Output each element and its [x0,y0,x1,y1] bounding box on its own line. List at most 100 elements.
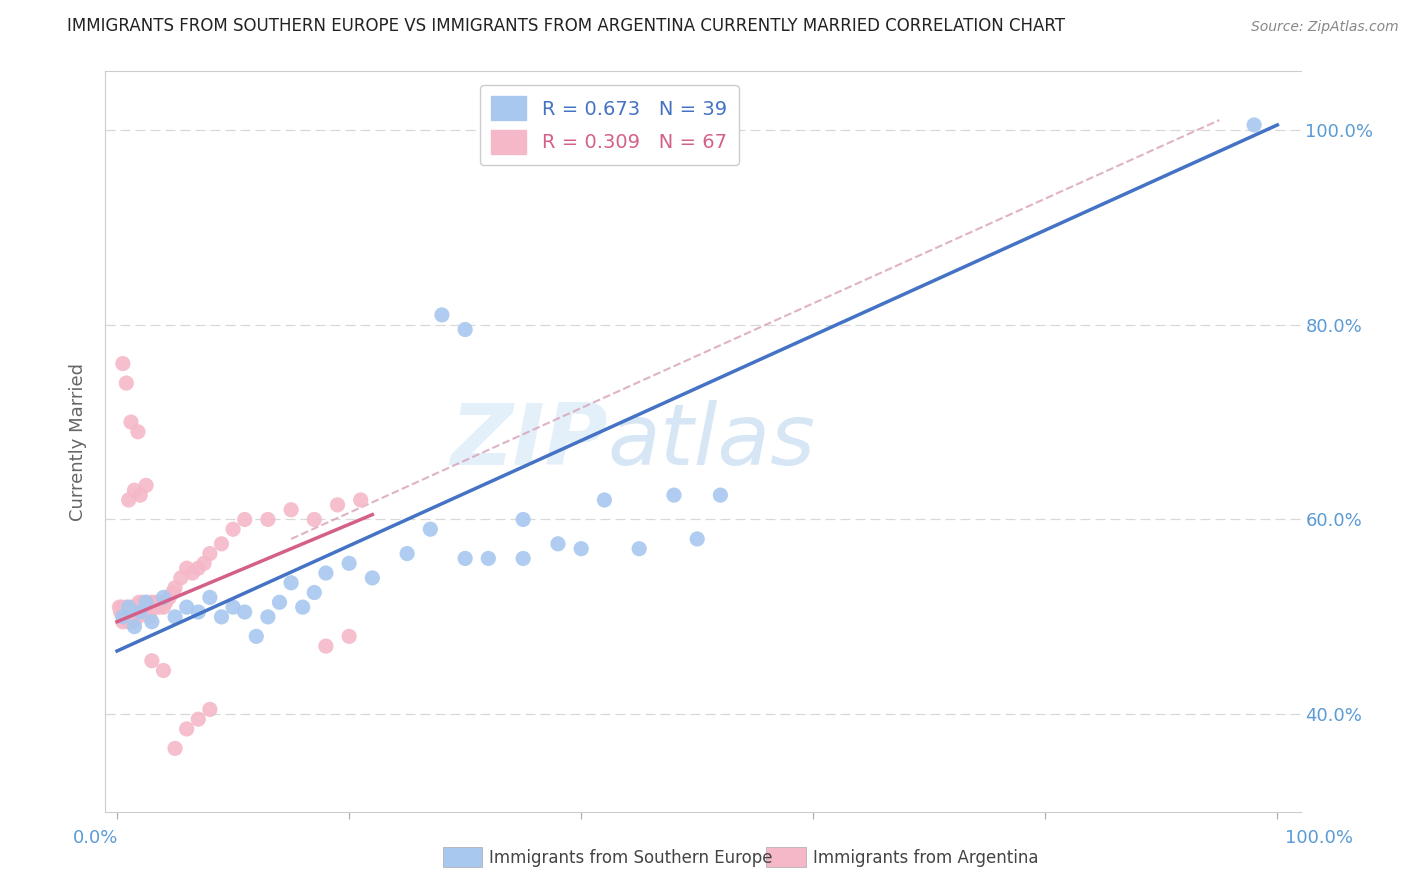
Point [118,605,141,619]
Point [512,512,534,526]
Point [118,615,141,629]
Point [111,615,134,629]
Text: Source: ZipAtlas.com: Source: ZipAtlas.com [1251,21,1399,34]
Point [141,654,163,668]
Point [304,585,326,599]
Point [131,595,153,609]
Point [176,561,198,575]
Point [211,610,233,624]
Point [162,585,184,599]
Point [211,537,233,551]
Point [124,619,146,633]
Text: Immigrants from Argentina: Immigrants from Argentina [813,849,1038,867]
Point [145,595,167,609]
Point [135,478,157,492]
Point [291,600,314,615]
Point [198,547,221,561]
Point [118,600,141,615]
Legend: R = 0.673   N = 39, R = 0.309   N = 67: R = 0.673 N = 39, R = 0.309 N = 67 [479,85,738,165]
Point [138,600,160,615]
Point [114,610,136,624]
Text: atlas: atlas [607,400,815,483]
Point [326,498,349,512]
Point [165,741,187,756]
Point [127,425,149,439]
Point [454,322,477,336]
Point [124,600,146,615]
Point [187,561,209,575]
Point [135,595,157,609]
Point [129,605,152,619]
Point [128,595,150,609]
Point [315,566,337,580]
Point [135,595,157,609]
Point [115,600,138,615]
Point [337,557,360,571]
Point [125,600,148,615]
Point [134,600,156,615]
Point [150,595,173,609]
Point [131,600,153,615]
Point [124,605,146,619]
Point [419,522,441,536]
Point [350,493,373,508]
Point [117,605,139,619]
Point [396,547,419,561]
Point [709,488,731,502]
Point [115,376,138,390]
Point [122,615,145,629]
Point [187,712,209,726]
Point [187,605,209,619]
Point [193,557,215,571]
Point [121,600,143,615]
Text: 100.0%: 100.0% [1285,829,1353,847]
Point [118,493,141,508]
Text: ZIP: ZIP [450,400,607,483]
Point [157,591,180,605]
Text: Immigrants from Southern Europe: Immigrants from Southern Europe [489,849,773,867]
Point [245,629,267,643]
Point [152,591,174,605]
Point [430,308,453,322]
Point [170,571,193,585]
Point [547,537,569,551]
Text: IMMIGRANTS FROM SOUTHERN EUROPE VS IMMIGRANTS FROM ARGENTINA CURRENTLY MARRIED C: IMMIGRANTS FROM SOUTHERN EUROPE VS IMMIG… [67,17,1066,35]
Point [233,605,256,619]
Point [143,600,166,615]
Point [337,629,360,643]
Point [152,600,174,615]
Point [569,541,592,556]
Point [315,639,337,653]
Point [132,605,155,619]
Point [112,605,135,619]
Point [127,610,149,624]
Point [222,522,245,536]
Text: 0.0%: 0.0% [73,829,118,847]
Point [257,512,280,526]
Point [686,532,709,546]
Y-axis label: Currently Married: Currently Married [69,362,87,521]
Point [108,600,131,615]
Point [280,575,302,590]
Point [110,605,132,619]
Point [257,610,280,624]
Point [477,551,499,566]
Point [662,488,685,502]
Point [141,615,163,629]
Point [198,591,221,605]
Point [120,610,142,624]
Point [176,722,198,736]
Point [628,541,651,556]
Point [155,595,177,609]
Point [198,702,221,716]
Point [129,488,152,502]
Point [120,415,142,429]
Point [304,512,326,526]
Point [111,357,134,371]
Point [152,664,174,678]
Point [181,566,204,580]
Point [176,600,198,615]
Point [512,551,534,566]
Point [361,571,384,585]
Point [111,600,134,615]
